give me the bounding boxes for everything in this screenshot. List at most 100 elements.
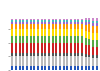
Bar (19, 53, 21, 56)
Bar (85, 22, 87, 25)
Bar (15, 22, 17, 24)
Bar (30, 29, 32, 36)
Bar (44, 66, 46, 70)
Bar (37, 56, 39, 66)
Bar (15, 53, 17, 56)
Bar (88, 55, 90, 57)
Bar (26, 66, 28, 70)
Bar (22, 66, 24, 70)
Bar (96, 47, 98, 55)
Bar (81, 19, 83, 20)
Bar (48, 43, 50, 53)
Bar (88, 22, 90, 24)
Bar (88, 66, 90, 70)
Bar (52, 36, 54, 43)
Bar (37, 22, 39, 24)
Bar (11, 29, 13, 36)
Bar (11, 53, 13, 56)
Bar (59, 29, 61, 36)
Bar (44, 43, 46, 53)
Bar (74, 36, 76, 43)
Bar (30, 56, 32, 66)
Bar (15, 36, 17, 43)
Bar (59, 56, 61, 66)
Bar (81, 29, 83, 36)
Bar (96, 18, 98, 21)
Bar (66, 29, 68, 36)
Bar (37, 36, 39, 43)
Bar (66, 24, 68, 29)
Bar (26, 36, 28, 43)
Bar (74, 53, 76, 56)
Bar (30, 22, 32, 24)
Bar (26, 43, 28, 53)
Bar (70, 56, 72, 66)
Bar (52, 20, 54, 22)
Bar (74, 56, 76, 66)
Bar (19, 20, 21, 22)
Bar (96, 58, 98, 66)
Bar (48, 19, 50, 20)
Bar (74, 29, 76, 36)
Bar (30, 20, 32, 22)
Bar (96, 33, 98, 40)
Bar (85, 18, 87, 20)
Bar (19, 24, 21, 29)
Bar (81, 56, 83, 66)
Bar (92, 55, 94, 58)
Bar (85, 25, 87, 31)
Bar (70, 53, 72, 56)
Bar (74, 19, 76, 20)
Bar (11, 56, 13, 66)
Bar (30, 43, 32, 53)
Bar (66, 19, 68, 20)
Bar (77, 19, 79, 20)
Bar (41, 66, 43, 70)
Bar (44, 36, 46, 43)
Bar (52, 29, 54, 36)
Bar (85, 57, 87, 66)
Bar (52, 24, 54, 29)
Bar (70, 29, 72, 36)
Bar (77, 20, 79, 22)
Bar (66, 66, 68, 70)
Bar (11, 19, 13, 20)
Bar (22, 24, 24, 29)
Bar (81, 24, 83, 29)
Bar (74, 24, 76, 29)
Bar (44, 22, 46, 24)
Bar (70, 19, 72, 20)
Bar (66, 53, 68, 56)
Bar (33, 22, 35, 24)
Bar (96, 21, 98, 23)
Bar (52, 66, 54, 70)
Bar (85, 31, 87, 38)
Bar (37, 20, 39, 22)
Bar (22, 20, 24, 22)
Bar (19, 43, 21, 53)
Bar (15, 29, 17, 36)
Bar (59, 20, 61, 22)
Bar (52, 53, 54, 56)
Bar (85, 54, 87, 57)
Bar (33, 24, 35, 29)
Bar (96, 40, 98, 47)
Bar (66, 22, 68, 24)
Bar (55, 22, 57, 24)
Bar (44, 20, 46, 22)
Bar (41, 20, 43, 22)
Bar (15, 19, 17, 20)
Bar (85, 20, 87, 22)
Bar (55, 36, 57, 43)
Bar (92, 18, 94, 21)
Bar (26, 56, 28, 66)
Bar (11, 36, 13, 43)
Bar (81, 22, 83, 24)
Bar (63, 53, 65, 56)
Bar (59, 66, 61, 70)
Bar (30, 24, 32, 29)
Bar (55, 53, 57, 56)
Bar (41, 29, 43, 36)
Bar (41, 24, 43, 29)
Bar (11, 22, 13, 24)
